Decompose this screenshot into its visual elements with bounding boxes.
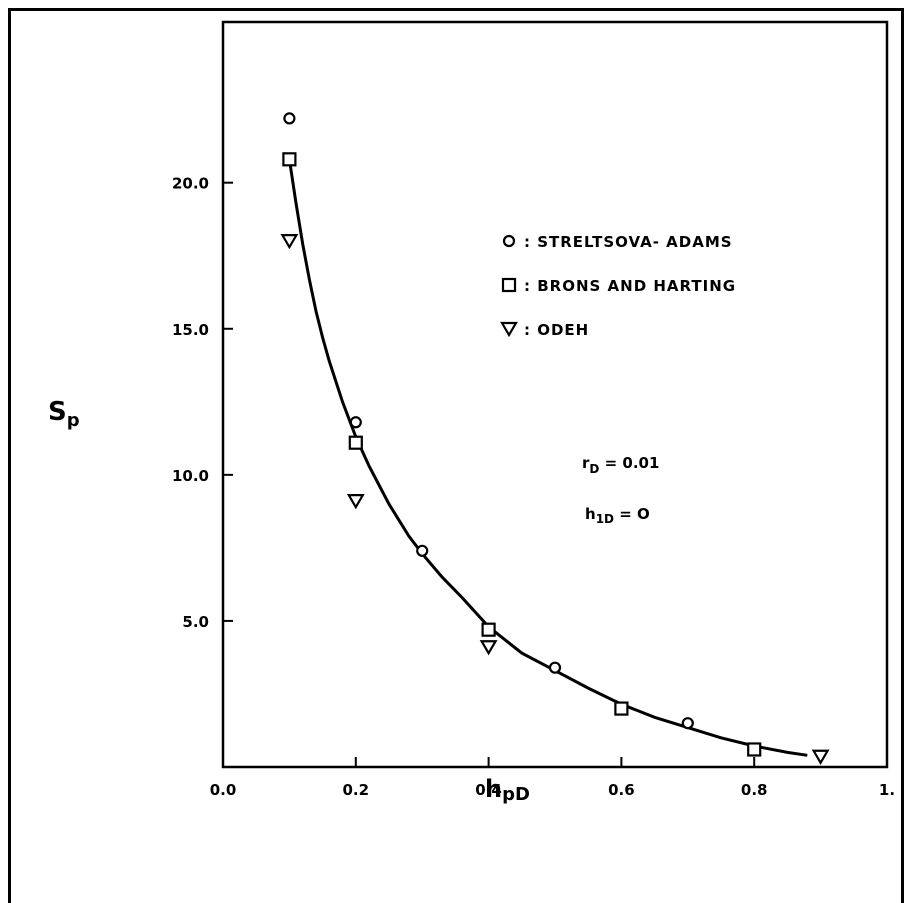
y-tick-label: 10.0 xyxy=(172,467,209,485)
legend-triangle-icon xyxy=(500,321,518,338)
x-tick-label: 0.2 xyxy=(343,781,370,799)
triangle-point xyxy=(811,749,830,765)
legend-square-icon xyxy=(501,277,517,293)
triangle-point xyxy=(479,640,498,656)
plot-area xyxy=(221,20,889,769)
square-point xyxy=(348,435,363,450)
annotation-rd-sub: D xyxy=(589,462,599,476)
annotation-h1d-main: h xyxy=(585,505,596,523)
y-axis-label-sub: p xyxy=(67,410,80,431)
y-tick-label: 20.0 xyxy=(172,175,209,193)
triangle-point xyxy=(280,234,299,250)
fit-curve-layer xyxy=(287,159,808,757)
square-point xyxy=(282,152,297,167)
circle-point xyxy=(681,717,694,730)
y-axis-label: Sp xyxy=(48,397,80,431)
circle-point xyxy=(283,112,296,125)
circle-point xyxy=(416,544,429,557)
x-tick-label: 0.6 xyxy=(608,781,635,799)
annotation-rd: rD = 0.01 xyxy=(582,454,659,476)
annotation-h1d-sub: 1D xyxy=(596,512,614,526)
y-tick-label: 5.0 xyxy=(182,613,209,631)
legend-label: : BRONS AND HARTING xyxy=(524,277,736,295)
square-point xyxy=(614,701,629,716)
annotation-h1d-value: = O xyxy=(614,505,650,523)
x-axis-label-sub: pD xyxy=(502,784,530,805)
annotation-rd-main: r xyxy=(582,454,590,472)
legend-label: : STRELTSOVA- ADAMS xyxy=(524,233,733,251)
annotation-rd-value: = 0.01 xyxy=(599,454,659,472)
circle-point xyxy=(349,416,362,429)
legend-label: : ODEH xyxy=(524,321,589,339)
x-axis-label-main: h xyxy=(485,775,502,803)
circle-point xyxy=(548,661,562,674)
y-axis-label-main: S xyxy=(48,397,67,427)
data-points-layer xyxy=(280,112,830,765)
square-point xyxy=(481,622,496,637)
x-axis-label: hpD xyxy=(485,775,530,805)
legend-circle-icon xyxy=(502,234,516,248)
x-tick-label: 0.0 xyxy=(210,781,237,799)
y-axis-ticks: 5.0 10.0 15.0 20.0 xyxy=(172,175,233,631)
annotation-h1d: h1D = O xyxy=(585,505,650,526)
fit-curve xyxy=(287,159,808,757)
square-point xyxy=(747,742,762,757)
figure-frame xyxy=(8,8,904,903)
x-tick-label: 0.8 xyxy=(741,781,768,799)
triangle-point xyxy=(346,494,365,510)
x-axis-ticks: 0.0 0.2 0.4 0.6 0.8 1. xyxy=(210,757,895,799)
x-tick-label: 1. xyxy=(879,781,895,799)
y-tick-label: 15.0 xyxy=(172,321,209,339)
x-tick-label: 0.4 xyxy=(475,781,502,799)
legend: : STRELTSOVA- ADAMS : BRONS AND HARTING : … xyxy=(500,233,736,339)
